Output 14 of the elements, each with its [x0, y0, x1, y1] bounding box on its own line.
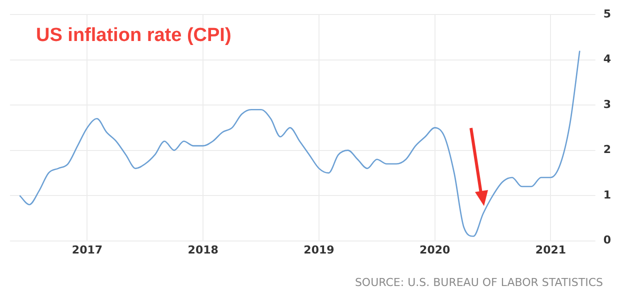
x-tick-label: 2021	[535, 243, 566, 256]
x-tick-label: 2018	[188, 243, 218, 256]
y-tick-label: 2	[603, 143, 611, 156]
y-tick-label: 3	[603, 98, 611, 111]
y-tick-label: 4	[603, 52, 612, 66]
x-tick-label: 2019	[304, 243, 334, 256]
x-tick-label: 2017	[72, 243, 103, 256]
x-tick-label: 2020	[420, 243, 451, 256]
y-tick-label: 5	[603, 7, 611, 20]
line-series	[19, 50, 580, 237]
y-tick-label: 1	[603, 188, 611, 202]
y-tick-label: 0	[603, 234, 612, 247]
text: US inflation rate (CPI)	[36, 25, 232, 46]
source-note: SOURCE: U.S. BUREAU OF LABOR STATISTICS	[354, 276, 604, 289]
